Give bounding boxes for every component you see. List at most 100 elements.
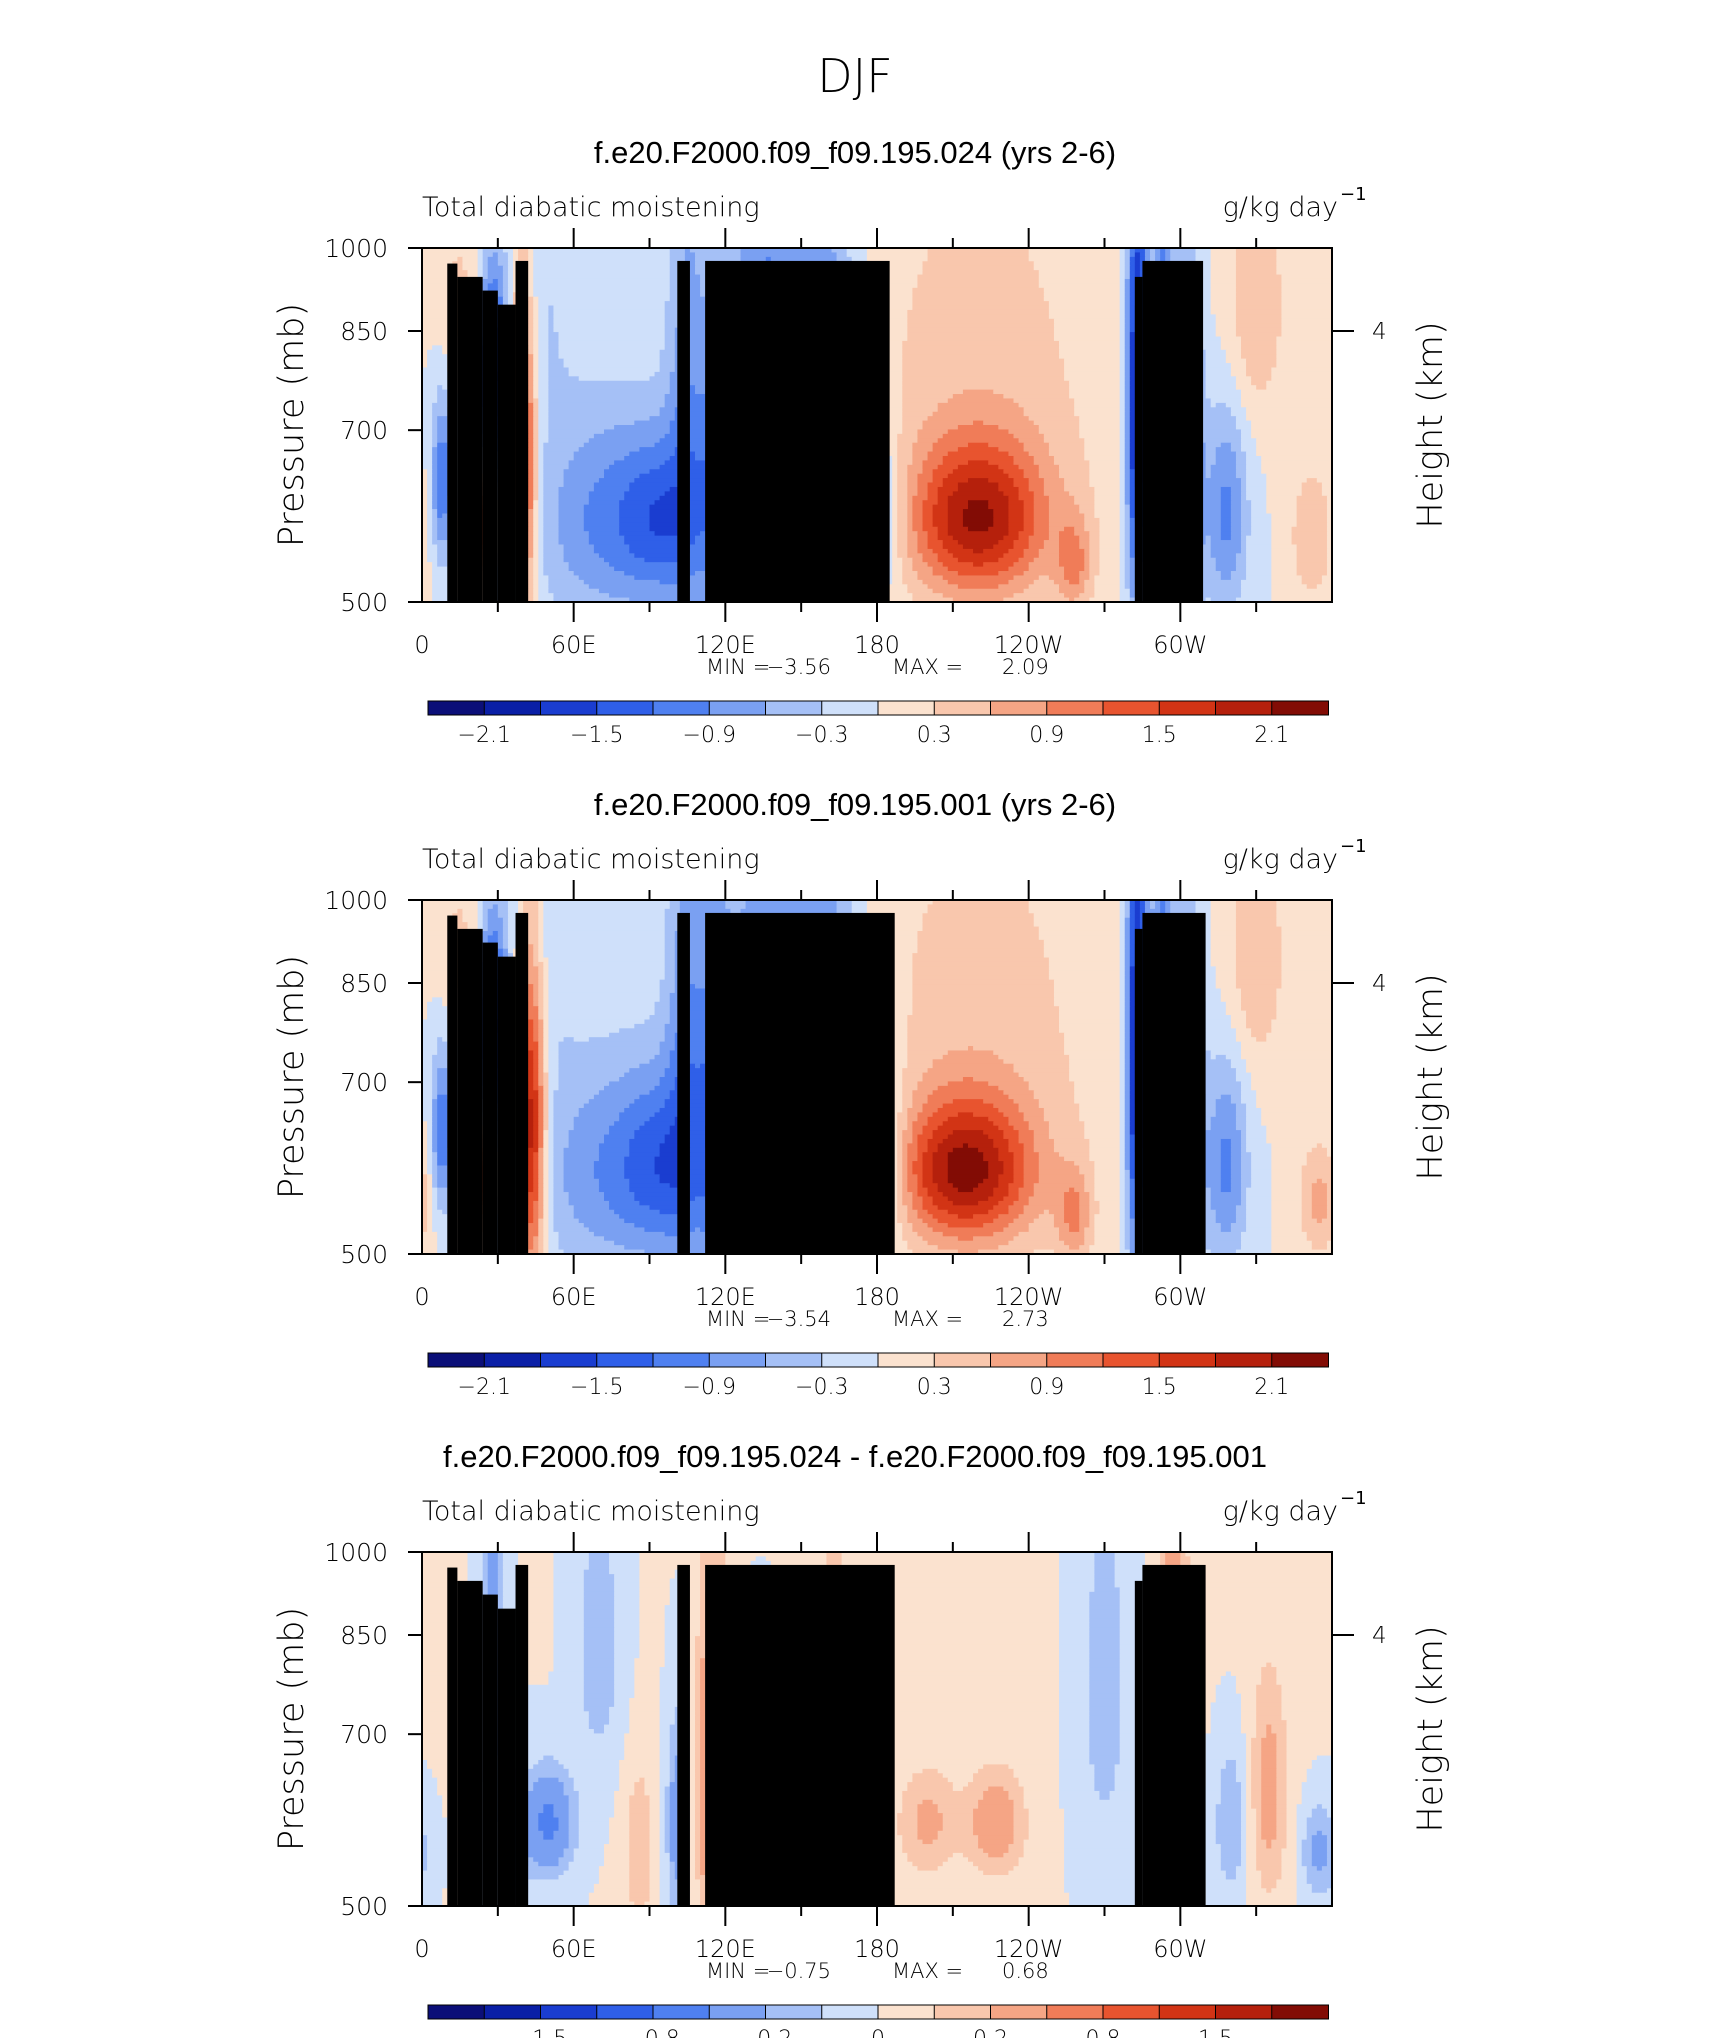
field-cell [866,305,913,311]
field-cell [679,283,701,289]
field-cell [507,283,514,289]
field-cell [548,367,570,373]
field-cell [1235,460,1247,466]
field-cell [902,402,939,408]
field-cell [1119,908,1126,914]
field-cell [1043,486,1065,492]
field-cell [1246,495,1267,501]
field-cell [528,345,534,351]
colorbar-label: −0.9 [683,723,736,748]
field-cell [1129,535,1136,541]
field-cell [1230,513,1242,519]
field-cell [1251,517,1272,523]
field-cell [497,278,504,284]
field-cell [1195,908,1212,914]
field-cell [1023,517,1035,523]
field-cell [1210,252,1237,258]
field-cell [1246,566,1272,572]
field-cell [1119,433,1126,439]
field-cell [674,407,726,413]
field-cell [533,292,671,298]
field-cell [1220,500,1232,506]
field-cell [1326,500,1332,506]
field-cell [1266,486,1303,492]
field-cell [528,491,534,497]
field-cell [422,256,458,262]
field-cell [1119,442,1126,448]
field-cell [422,930,453,936]
field-cell [1079,571,1090,577]
field-cell [1200,433,1242,439]
field-cell [902,385,1070,391]
field-cell [634,575,691,581]
field-cell [952,597,1004,602]
field-cell [1038,429,1080,435]
field-cell [1119,358,1126,364]
field-cell [917,571,934,577]
field-cell [422,301,453,307]
field-cell [1124,296,1131,302]
field-cell [917,540,929,546]
field-cell [543,939,666,945]
field-cell [1326,504,1332,510]
field-cell [1220,509,1232,515]
field-cell [538,535,544,541]
field-cell [1129,922,1136,928]
field-cell [1119,522,1126,528]
field-cell [1064,358,1121,364]
field-cell [1246,416,1332,422]
field-cell [1048,305,1121,311]
field-cell [427,557,438,563]
field-cell [892,571,903,577]
field-cell [482,900,509,906]
field-cell [947,504,969,510]
field-cell [866,913,924,919]
field-cell [1235,944,1283,950]
field-cell [1200,420,1237,426]
field-cell [887,438,898,444]
field-cell [1210,464,1237,470]
field-cell [1326,535,1332,541]
field-cell [1326,571,1332,577]
field-cell [907,318,1055,324]
field-cell [507,930,519,936]
field-cell [664,944,676,950]
field-cell [902,363,1065,369]
field-cell [507,917,519,923]
field-cell [548,336,560,342]
field-cell [1296,571,1328,577]
panel-units-exponent: −1 [1340,184,1367,205]
field-cell [1008,548,1025,554]
field-cell [1246,464,1262,470]
field-cell [1023,571,1065,577]
field-cell [684,522,716,528]
field-cell [897,460,913,466]
field-cell [543,464,570,470]
field-cell [1235,420,1252,426]
field-cell [1124,904,1131,910]
field-cell [1033,913,1121,919]
field-cell [887,526,893,532]
field-cell [1119,323,1126,329]
field-cell [659,407,676,413]
field-cell [1205,447,1217,453]
field-cell [1129,900,1136,906]
field-cell [1241,429,1252,435]
field-cell [1119,367,1126,373]
field-cell [952,535,1004,541]
field-cell [1038,926,1121,932]
field-cell [487,917,504,923]
field-cell [1129,248,1136,254]
field-cell [947,398,1015,404]
field-cell [902,562,913,568]
field-cell [659,411,676,417]
field-cell [1155,904,1161,910]
field-cell [1003,553,1025,559]
field-cell [1094,513,1121,519]
field-cell [1124,420,1131,426]
field-cell [432,460,438,466]
field-cell [422,394,438,400]
field-cell [437,482,448,488]
field-cell [1261,464,1332,470]
field-cell [664,336,676,342]
